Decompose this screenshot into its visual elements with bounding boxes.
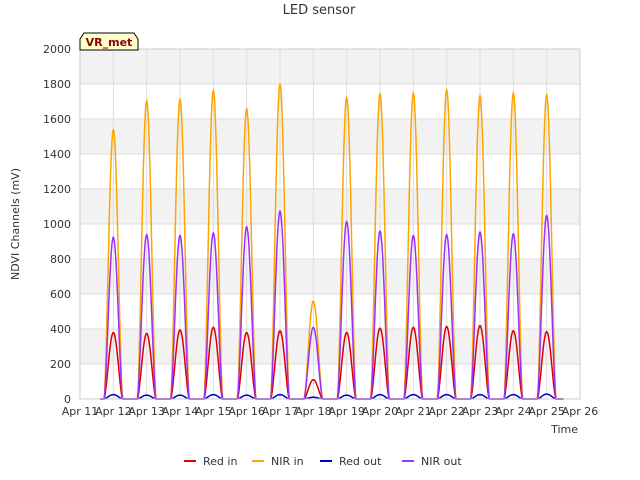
background-band bbox=[80, 259, 580, 294]
plot-frame bbox=[79, 48, 581, 400]
y-tick-label: 400 bbox=[50, 323, 71, 336]
x-tick-label: Apr 26 bbox=[562, 405, 599, 418]
y-tick-label: 1600 bbox=[43, 113, 71, 126]
x-tick-label: Apr 12 bbox=[95, 405, 132, 418]
x-tick-label: Apr 21 bbox=[395, 405, 432, 418]
y-tick-label: 200 bbox=[50, 358, 71, 371]
annotation-badge-text: VR_met bbox=[86, 36, 133, 49]
x-tick-label: Apr 25 bbox=[528, 405, 565, 418]
x-tick-label: Apr 16 bbox=[228, 405, 265, 418]
legend-label-red-in: Red in bbox=[203, 455, 237, 468]
x-tick-label: Apr 19 bbox=[328, 405, 365, 418]
y-tick-label: 0 bbox=[64, 393, 71, 406]
background-band bbox=[80, 49, 580, 84]
y-tick-label: 1200 bbox=[43, 183, 71, 196]
x-tick-label: Apr 13 bbox=[128, 405, 165, 418]
x-tick-label: Apr 24 bbox=[495, 405, 532, 418]
y-tick-label: 1400 bbox=[43, 148, 71, 161]
y-tick-label: 1800 bbox=[43, 78, 71, 91]
background-band bbox=[80, 294, 580, 329]
background-band bbox=[80, 154, 580, 189]
legend-label-nir-out: NIR out bbox=[421, 455, 462, 468]
chart-title: LED sensor bbox=[283, 3, 356, 18]
background-band bbox=[80, 224, 580, 259]
background-band bbox=[80, 189, 580, 224]
x-tick-label: Apr 23 bbox=[462, 405, 499, 418]
annotation-badge: VR_met bbox=[79, 32, 139, 51]
background-band bbox=[80, 329, 580, 364]
y-tick-label: 1000 bbox=[43, 218, 71, 231]
x-tick-label: Apr 15 bbox=[195, 405, 232, 418]
x-tick-label: Apr 18 bbox=[295, 405, 332, 418]
x-tick-label: Apr 20 bbox=[362, 405, 399, 418]
legend-label-nir-in: NIR in bbox=[271, 455, 304, 468]
background-band bbox=[80, 364, 580, 399]
annotation-badge-box bbox=[79, 32, 139, 51]
x-tick-label: Apr 17 bbox=[262, 405, 299, 418]
y-tick-label: 800 bbox=[50, 253, 71, 266]
y-tick-labels: 0 200 400 600 800 1000 1200 1400 1600 1800 2000 bbox=[43, 43, 71, 406]
background-band bbox=[80, 84, 580, 119]
y-tick-label: 2000 bbox=[43, 43, 71, 56]
x-tick-label: Apr 11 bbox=[62, 405, 99, 418]
x-axis-label: Time bbox=[550, 423, 578, 436]
background-bands bbox=[80, 49, 580, 399]
x-tick-label: Apr 22 bbox=[428, 405, 465, 418]
background-band bbox=[80, 119, 580, 154]
y-tick-label: 600 bbox=[50, 288, 71, 301]
legend-label-red-out: Red out bbox=[339, 455, 382, 468]
legend: Red in NIR in Red out NIR out bbox=[184, 455, 462, 468]
x-tick-label: Apr 14 bbox=[162, 405, 199, 418]
y-axis-label: NDVI Channels (mV) bbox=[9, 168, 22, 280]
